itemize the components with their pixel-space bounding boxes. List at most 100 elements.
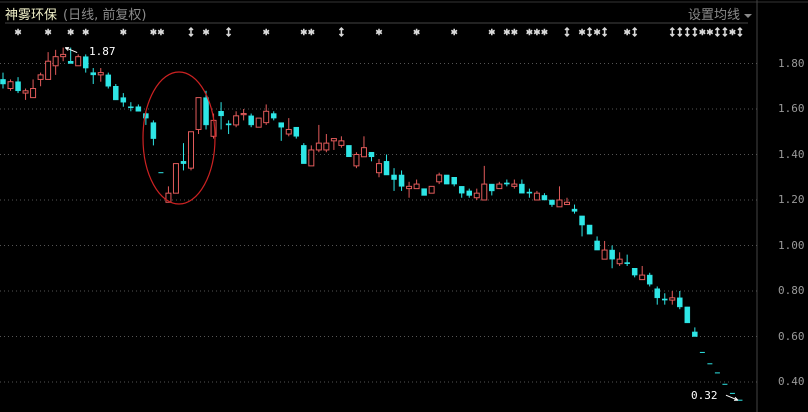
grid-lines xyxy=(0,63,757,383)
star-marker-icon[interactable] xyxy=(593,28,601,36)
candle-body xyxy=(669,297,676,301)
candle xyxy=(165,186,172,203)
candle-body xyxy=(30,88,37,99)
double-arrow-marker-icon[interactable] xyxy=(714,26,720,38)
y-tick-label: 0.40 xyxy=(778,375,805,388)
candle-body xyxy=(526,191,533,194)
candle xyxy=(519,179,525,194)
set-ma-button[interactable]: 设置均线 xyxy=(688,4,753,23)
star-marker-icon[interactable] xyxy=(120,28,127,36)
stock-name: 神雾环保 xyxy=(5,8,58,23)
candle-body xyxy=(315,142,322,151)
candle xyxy=(489,183,495,196)
candle-body xyxy=(662,298,668,301)
candle-body xyxy=(511,183,518,187)
candle xyxy=(496,181,503,190)
star-marker-icon[interactable] xyxy=(82,28,89,36)
star-marker-icon[interactable] xyxy=(488,28,496,36)
candle xyxy=(270,111,277,121)
double-arrow-marker-icon[interactable] xyxy=(632,26,638,38)
candle-body xyxy=(7,81,14,90)
candle xyxy=(308,145,315,167)
high-pointer-arrow-icon xyxy=(64,47,78,54)
double-arrow-marker-icon[interactable] xyxy=(602,26,608,38)
candle-body xyxy=(631,268,638,276)
star-marker-icon[interactable] xyxy=(729,28,736,36)
low-pointer-arrow-icon xyxy=(725,394,739,401)
candle xyxy=(97,68,104,82)
star-marker-icon[interactable] xyxy=(541,28,548,36)
star-marker-icon[interactable] xyxy=(14,28,22,36)
double-arrow-marker-icon[interactable] xyxy=(677,26,683,38)
star-marker-icon[interactable] xyxy=(503,28,511,36)
candle-body xyxy=(571,208,578,212)
candle xyxy=(639,265,646,281)
candle xyxy=(263,104,270,125)
star-marker-icon[interactable] xyxy=(375,28,383,36)
double-arrow-marker-icon[interactable] xyxy=(188,26,194,38)
star-marker-icon[interactable] xyxy=(44,28,52,36)
candle-body xyxy=(90,72,96,76)
double-arrow-marker-icon[interactable] xyxy=(564,26,570,38)
candle-body xyxy=(285,128,292,135)
double-arrow-marker-icon[interactable] xyxy=(226,26,232,38)
star-marker-icon[interactable] xyxy=(511,28,518,36)
y-tick-label: 1.80 xyxy=(778,56,805,70)
candle-body xyxy=(263,110,270,124)
star-marker-icon[interactable] xyxy=(413,28,420,36)
star-marker-icon[interactable] xyxy=(706,28,714,36)
candle xyxy=(436,172,443,185)
candle xyxy=(225,120,232,135)
double-arrow-marker-icon[interactable] xyxy=(684,26,690,38)
double-arrow-marker-icon[interactable] xyxy=(692,26,698,38)
candle-body xyxy=(60,53,67,58)
candle-body xyxy=(639,274,646,281)
candle xyxy=(421,188,427,196)
candle xyxy=(504,179,510,187)
high-price-label: 1.87 xyxy=(89,45,116,58)
candle-body xyxy=(150,122,157,139)
star-marker-icon[interactable] xyxy=(300,28,308,36)
candle xyxy=(579,215,585,237)
candle-body xyxy=(308,149,315,167)
star-marker-icon[interactable] xyxy=(533,28,541,36)
star-marker-icon[interactable] xyxy=(262,28,270,36)
candle xyxy=(60,47,67,62)
candle-body xyxy=(586,224,593,235)
star-marker-icon[interactable] xyxy=(202,28,210,36)
double-arrow-marker-icon[interactable] xyxy=(737,26,743,38)
candle xyxy=(203,90,209,130)
star-marker-icon[interactable] xyxy=(699,28,706,36)
candle-body xyxy=(52,56,59,67)
candle xyxy=(293,126,300,139)
candle-body xyxy=(646,274,653,285)
star-marker-icon[interactable] xyxy=(308,28,315,36)
candle-body xyxy=(481,183,488,201)
candle xyxy=(571,204,578,214)
candle-body xyxy=(398,174,405,187)
candle-body xyxy=(428,185,435,194)
candle-body xyxy=(541,195,548,201)
candle xyxy=(466,188,472,198)
candle xyxy=(338,136,345,148)
candle xyxy=(601,240,608,260)
set-ma-label: 设置均线 xyxy=(688,8,741,23)
star-marker-icon[interactable] xyxy=(578,28,586,36)
double-arrow-marker-icon[interactable] xyxy=(669,26,675,38)
event-markers xyxy=(14,26,743,38)
star-marker-icon[interactable] xyxy=(67,28,74,36)
star-marker-icon[interactable] xyxy=(623,28,631,36)
double-arrow-marker-icon[interactable] xyxy=(338,26,344,38)
candle xyxy=(45,52,52,80)
candle-body xyxy=(413,183,420,190)
star-marker-icon[interactable] xyxy=(450,28,458,36)
star-marker-icon[interactable] xyxy=(157,28,165,36)
y-tick-label: 0.60 xyxy=(778,329,805,343)
star-marker-icon[interactable] xyxy=(150,28,157,36)
candle-body xyxy=(233,115,240,126)
star-marker-icon[interactable] xyxy=(526,28,533,36)
candle xyxy=(105,72,112,89)
double-arrow-marker-icon[interactable] xyxy=(587,26,593,38)
candle-body xyxy=(346,145,352,158)
double-arrow-marker-icon[interactable] xyxy=(722,26,728,38)
